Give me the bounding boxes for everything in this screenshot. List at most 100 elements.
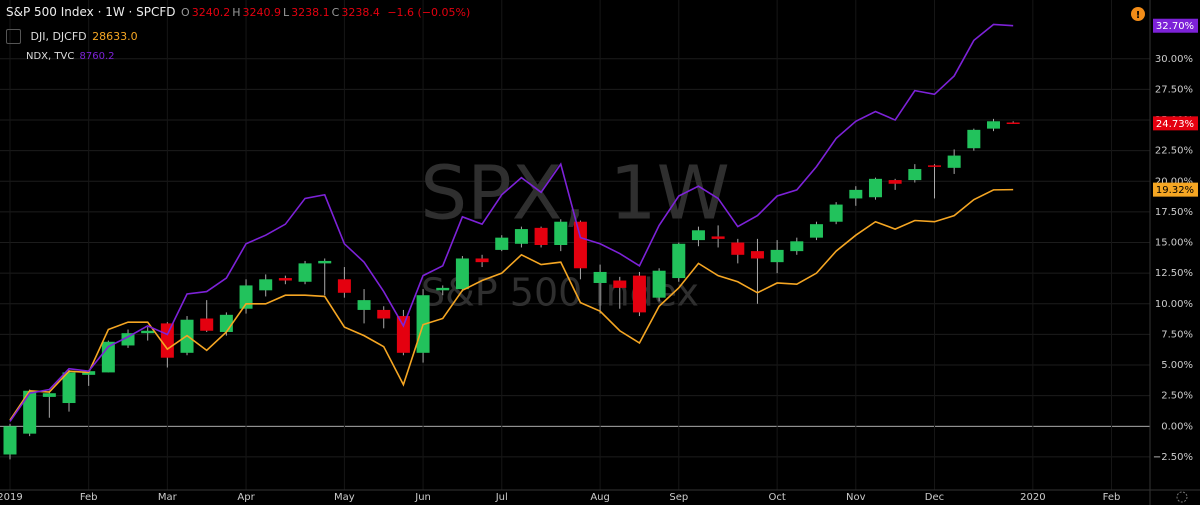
candle-body — [711, 236, 725, 239]
candle-body — [691, 230, 705, 241]
candle-body — [3, 426, 17, 455]
change: −1.6 (−0.05%) — [387, 6, 471, 19]
candle-body — [809, 224, 823, 238]
candle-body — [436, 287, 450, 291]
candle-body — [475, 258, 489, 263]
y-tick-label: 10.00% — [1155, 299, 1193, 310]
candle-body — [200, 318, 214, 331]
x-tick-label: Aug — [590, 492, 610, 503]
candle-body — [219, 314, 233, 332]
y-tick-label: 17.50% — [1155, 207, 1193, 218]
candle-body — [672, 243, 686, 279]
candle-body — [632, 275, 646, 313]
y-tick-label: 15.00% — [1155, 238, 1193, 249]
candle-body — [927, 165, 941, 167]
candle-body — [554, 221, 568, 245]
line-series — [9, 23, 1014, 422]
candle-body — [868, 178, 882, 198]
x-tick-label: May — [334, 492, 355, 503]
x-tick-label: Dec — [925, 492, 944, 503]
x-tick-label: Sep — [669, 492, 688, 503]
candle-body — [514, 229, 528, 244]
y-tick-label: 0.00% — [1161, 421, 1193, 432]
candle-body — [396, 316, 410, 353]
candle-body — [652, 270, 666, 298]
ohlc-label: O — [181, 6, 190, 19]
y-tick-label: −2.50% — [1153, 452, 1193, 463]
candle-body — [259, 279, 273, 291]
y-tick-label: 30.00% — [1155, 54, 1193, 65]
candle-body — [377, 309, 391, 319]
candle-body — [534, 227, 548, 245]
ohlc-value: 3238.1 — [291, 6, 330, 19]
x-tick-label: Mar — [158, 492, 178, 503]
candle-body — [101, 341, 115, 373]
x-tick-label: Oct — [768, 492, 785, 503]
y-tick-label: 2.50% — [1161, 391, 1193, 402]
candle-body — [849, 189, 863, 199]
value-badge: 32.70% — [1156, 21, 1194, 32]
alert-icon-glyph: ! — [1136, 10, 1141, 21]
x-tick-label: Feb — [1103, 492, 1121, 503]
x-tick-label: Apr — [237, 492, 255, 503]
candle-body — [770, 249, 784, 263]
y-tick-label: 22.50% — [1155, 146, 1193, 157]
value-badge-bg — [1153, 182, 1198, 197]
alert-icon[interactable] — [1131, 7, 1145, 21]
candle-body — [239, 285, 253, 309]
candle-body — [42, 393, 56, 397]
candle-body — [750, 251, 764, 259]
candle-body — [62, 372, 76, 404]
x-tick-label: Jul — [495, 492, 508, 503]
candle-body — [121, 333, 135, 346]
x-tick-label: Feb — [80, 492, 98, 503]
series-quote: 28633.0 — [92, 29, 138, 43]
ohlc-value: 3240.2 — [191, 6, 231, 19]
series-legend-0: DJI, DJCFD 28633.0 — [6, 29, 140, 44]
value-badge-bg — [1153, 18, 1198, 33]
symbol: S&P 500 Index · 1W · SPCFD — [6, 5, 176, 19]
main-legend: S&P 500 Index · 1W · SPCFD O 3240.2 H 3240.… — [6, 5, 472, 19]
series-quote: 8760.2 — [79, 51, 115, 62]
value-badge-bg — [1153, 116, 1198, 131]
ohlc-label: C — [331, 6, 340, 19]
candle-body — [967, 129, 981, 149]
y-tick-label: 20.00% — [1155, 176, 1193, 187]
ohlc: O 3240.2 H 3240.9 L 3238.1 C 3238.4 — [181, 6, 382, 19]
value-badge: 19.32% — [1156, 185, 1194, 196]
collapse-button[interactable] — [6, 29, 21, 44]
candle-body — [573, 221, 587, 269]
candle-body — [888, 180, 902, 184]
y-tick-label: 12.50% — [1155, 268, 1193, 279]
y-tick-label: 7.50% — [1161, 329, 1193, 340]
ohlc-label: H — [232, 6, 241, 19]
candle-body — [613, 280, 627, 288]
candle-body — [141, 330, 155, 334]
candle-body — [829, 204, 843, 222]
value-badge: 24.73% — [1156, 119, 1194, 130]
candle-body — [495, 237, 509, 250]
x-tick-label: 2019 — [0, 492, 23, 503]
line-series — [9, 188, 1014, 421]
candle-body — [357, 300, 371, 310]
candle-body — [731, 242, 745, 255]
candle-body — [160, 323, 174, 358]
y-tick-label: 5.00% — [1161, 360, 1193, 371]
series-name: NDX, TVC — [26, 51, 75, 62]
settings-icon[interactable] — [1176, 491, 1188, 503]
candle-body — [987, 121, 1000, 129]
x-tick-label: 2020 — [1020, 492, 1045, 503]
x-tick-label: Jun — [414, 492, 431, 503]
candle-body — [1006, 122, 1020, 124]
candle-body — [23, 390, 37, 434]
series-legend-1: NDX, TVC 8760.2 — [26, 51, 117, 62]
series-name: DJI, DJCFD — [30, 29, 87, 43]
ohlc-value: 3240.9 — [242, 6, 282, 19]
ohlc-label: L — [283, 6, 290, 19]
candle-body — [947, 155, 961, 168]
candle-body — [455, 258, 469, 290]
candle-body — [593, 271, 607, 283]
x-tick-label: Nov — [846, 492, 866, 503]
